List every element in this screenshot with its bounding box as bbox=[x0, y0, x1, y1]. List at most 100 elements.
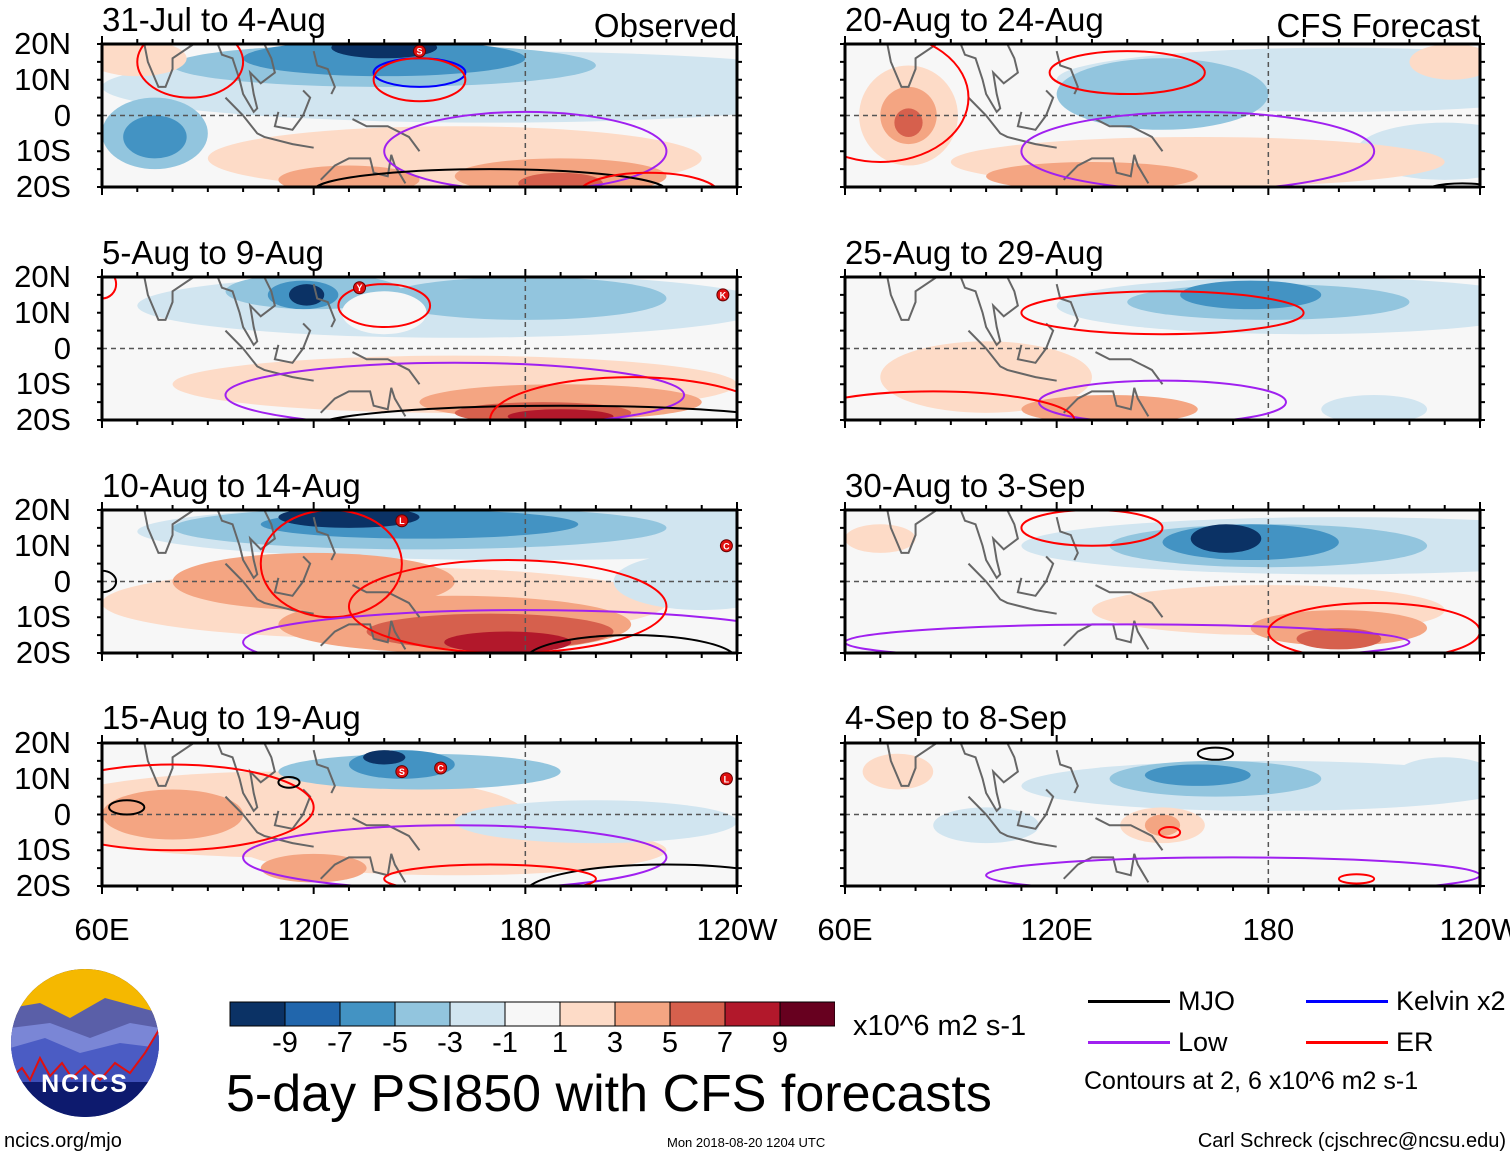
coastline bbox=[312, 283, 336, 328]
low-contour bbox=[1038, 379, 1287, 420]
footer-credit: Carl Schreck (cjschrec@ncsu.edu) bbox=[1197, 1130, 1506, 1152]
coastline bbox=[320, 154, 407, 184]
legend-kelvin: Kelvin x2 bbox=[1306, 988, 1506, 1015]
storm-letter: S bbox=[416, 47, 422, 57]
low-contour bbox=[224, 361, 686, 420]
panel-title: 4-Sep to 8-Sep bbox=[845, 699, 1067, 736]
coastline bbox=[312, 516, 336, 561]
storm-letter: S bbox=[399, 767, 405, 777]
cyclone-icon bbox=[716, 288, 730, 302]
tropical-cyclone-marker: L bbox=[719, 772, 733, 786]
coastline bbox=[1016, 555, 1055, 597]
mjo-contour bbox=[277, 775, 301, 789]
anomaly-shading bbox=[1190, 524, 1262, 553]
panel-title: 10-Aug to 14-Aug bbox=[102, 467, 361, 504]
lon-label: 120W bbox=[1439, 912, 1510, 947]
coastline bbox=[967, 795, 1057, 848]
lat-label: 0 bbox=[53, 563, 71, 599]
coastline bbox=[352, 817, 421, 851]
map-panel: LC bbox=[97, 502, 742, 661]
observed-label: Observed bbox=[593, 7, 737, 44]
lat-label: 10S bbox=[15, 366, 71, 402]
colorbar-tick-label: -7 bbox=[327, 1027, 353, 1059]
lat-label: 0 bbox=[53, 97, 71, 133]
colorbar-tick-label: -1 bbox=[492, 1027, 518, 1059]
lat-label: 10S bbox=[15, 599, 71, 635]
lon-label: 120W bbox=[696, 912, 778, 947]
coastline bbox=[320, 853, 407, 883]
coastline bbox=[959, 44, 1019, 114]
colorbar-swatch bbox=[614, 1001, 671, 1027]
lat-label: 20S bbox=[15, 402, 71, 437]
anomaly-shading bbox=[1144, 814, 1181, 836]
lat-label: 10N bbox=[14, 760, 71, 796]
mjo-contour bbox=[108, 799, 146, 816]
mjo-contour bbox=[528, 863, 737, 886]
anomaly-shading bbox=[454, 800, 737, 844]
legend-label: Low bbox=[1178, 1027, 1228, 1057]
coastline bbox=[1055, 283, 1079, 328]
low-contour bbox=[845, 623, 1411, 653]
logo-text: NCICS bbox=[41, 1070, 129, 1098]
anomaly-shading bbox=[1144, 764, 1251, 786]
coastline bbox=[352, 351, 421, 385]
cyclone-icon bbox=[353, 281, 367, 295]
coastline bbox=[224, 795, 314, 848]
anomaly-shading bbox=[1021, 394, 1198, 420]
lon-label: 120E bbox=[1020, 912, 1093, 947]
er-contour bbox=[1337, 873, 1376, 885]
er-contour bbox=[1267, 601, 1480, 653]
lat-label: 20N bbox=[14, 492, 71, 527]
colorbar-tick-label: 3 bbox=[606, 1027, 624, 1059]
anomaly-shading bbox=[278, 165, 420, 187]
figure-title: 5-day PSI850 with CFS forecasts bbox=[226, 1065, 992, 1123]
legend-mjo: MJO bbox=[1088, 988, 1235, 1015]
coastline bbox=[320, 387, 407, 417]
cyclone-icon bbox=[395, 514, 409, 528]
colorbar-tick-label: -3 bbox=[437, 1027, 463, 1059]
coastline bbox=[352, 118, 421, 152]
er-contour bbox=[102, 277, 118, 300]
coastline bbox=[967, 96, 1057, 149]
lon-label: 60E bbox=[817, 912, 873, 947]
colorbar-tick-label: 9 bbox=[771, 1027, 789, 1059]
anomaly-shading bbox=[507, 409, 614, 420]
er-contour bbox=[1020, 290, 1305, 336]
anomaly-shading bbox=[444, 631, 572, 653]
storm-letter: C bbox=[723, 541, 730, 551]
er-contour bbox=[337, 283, 432, 329]
coastline bbox=[959, 743, 1019, 813]
tropical-cyclone-marker: K bbox=[716, 288, 730, 302]
colorbar-swatch bbox=[504, 1001, 561, 1027]
anomaly-shading bbox=[1321, 394, 1428, 420]
anomaly-shading bbox=[1180, 280, 1322, 310]
coastline bbox=[1055, 749, 1079, 794]
coastline bbox=[885, 44, 939, 88]
colorbar-swatch bbox=[284, 1001, 341, 1027]
map-panel bbox=[840, 735, 1485, 894]
low-contour bbox=[242, 609, 737, 653]
coastline bbox=[142, 510, 196, 554]
panel-title: 15-Aug to 19-Aug bbox=[102, 699, 361, 736]
map-panel: S C L bbox=[97, 735, 742, 894]
coastline bbox=[352, 584, 421, 618]
map-panel: YK bbox=[97, 269, 742, 428]
coastline bbox=[224, 329, 314, 382]
panel-title: 30-Aug to 3-Sep bbox=[845, 467, 1086, 504]
anomaly-shading bbox=[331, 44, 438, 59]
anomaly-shading bbox=[288, 284, 325, 306]
lat-label: 20S bbox=[15, 169, 71, 204]
contour-note: Contours at 2, 6 x10^6 m2 s-1 bbox=[1084, 1067, 1419, 1095]
coastline bbox=[273, 322, 312, 364]
er-contour bbox=[102, 763, 315, 852]
lat-label: 20N bbox=[14, 26, 71, 61]
coastline bbox=[1095, 118, 1164, 152]
lat-label: 10N bbox=[14, 527, 71, 563]
storm-letter: C bbox=[437, 764, 444, 774]
coastline bbox=[1095, 584, 1164, 618]
anomaly-shading bbox=[363, 750, 406, 765]
footer-url[interactable]: ncics.org/mjo bbox=[4, 1130, 122, 1152]
panel-title: 31-Jul to 4-Aug bbox=[102, 1, 326, 38]
map-panel bbox=[840, 502, 1485, 661]
